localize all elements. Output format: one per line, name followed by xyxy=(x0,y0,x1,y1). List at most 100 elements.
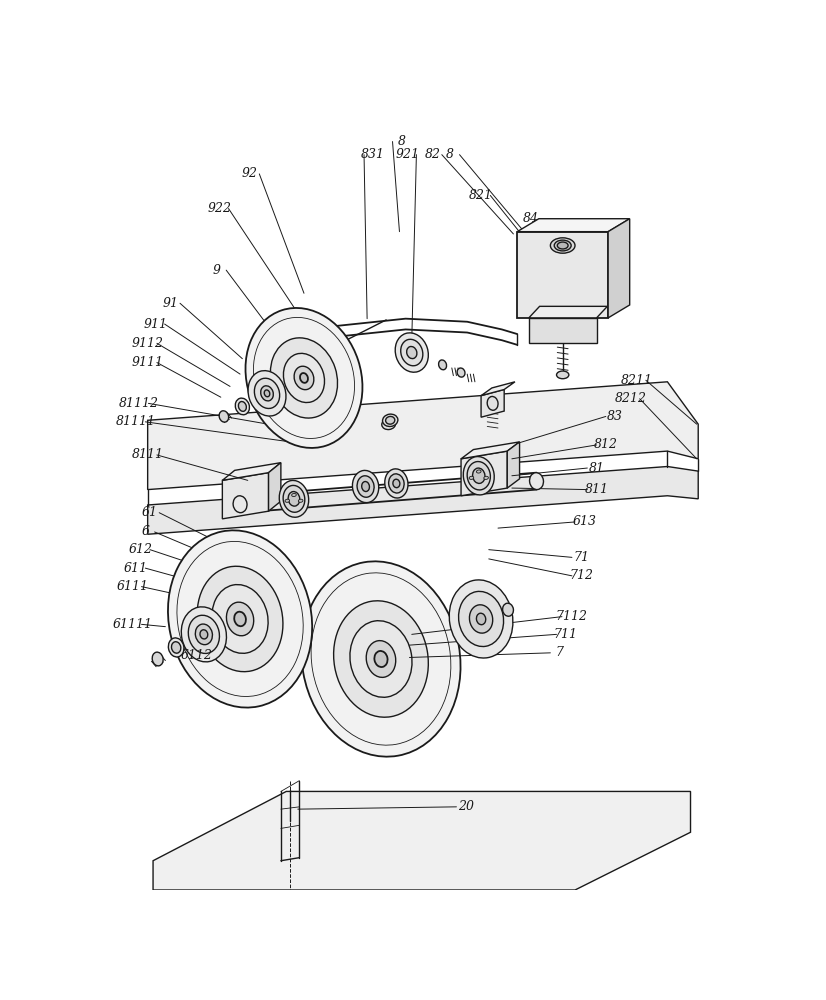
Ellipse shape xyxy=(558,242,568,249)
Ellipse shape xyxy=(212,585,268,653)
Ellipse shape xyxy=(197,566,283,672)
Text: 711: 711 xyxy=(553,628,577,641)
Text: 921: 921 xyxy=(395,148,419,161)
Text: 611: 611 xyxy=(124,562,148,575)
Text: 812: 812 xyxy=(594,438,618,451)
Ellipse shape xyxy=(382,419,396,430)
Ellipse shape xyxy=(502,603,514,616)
Ellipse shape xyxy=(477,613,486,625)
Text: 6112: 6112 xyxy=(180,649,212,662)
Ellipse shape xyxy=(283,485,305,512)
Ellipse shape xyxy=(406,346,417,359)
Ellipse shape xyxy=(487,396,498,410)
Text: 712: 712 xyxy=(569,569,593,582)
Polygon shape xyxy=(529,306,607,318)
Ellipse shape xyxy=(463,457,494,495)
Ellipse shape xyxy=(357,476,374,497)
Text: 7: 7 xyxy=(556,646,563,659)
Ellipse shape xyxy=(264,390,270,397)
Ellipse shape xyxy=(172,642,181,653)
Ellipse shape xyxy=(233,496,247,513)
Text: 8212: 8212 xyxy=(615,392,647,405)
Ellipse shape xyxy=(254,378,280,408)
Ellipse shape xyxy=(245,308,363,448)
Text: 612: 612 xyxy=(129,543,153,556)
Ellipse shape xyxy=(169,638,184,657)
Text: 7112: 7112 xyxy=(555,610,587,623)
Ellipse shape xyxy=(439,360,447,370)
Polygon shape xyxy=(507,442,520,488)
Polygon shape xyxy=(461,442,520,459)
Text: 81: 81 xyxy=(589,462,605,475)
Ellipse shape xyxy=(188,615,220,653)
Ellipse shape xyxy=(557,371,569,379)
Text: 9111: 9111 xyxy=(131,356,164,369)
Ellipse shape xyxy=(382,414,398,426)
Polygon shape xyxy=(268,463,281,511)
Ellipse shape xyxy=(477,470,481,473)
Text: 81112: 81112 xyxy=(119,397,159,410)
Ellipse shape xyxy=(472,468,485,483)
Ellipse shape xyxy=(458,591,504,647)
Ellipse shape xyxy=(283,353,325,403)
Ellipse shape xyxy=(292,493,297,497)
Text: 20: 20 xyxy=(458,800,473,813)
Ellipse shape xyxy=(389,474,404,493)
Text: 91: 91 xyxy=(163,297,178,310)
Ellipse shape xyxy=(334,601,429,717)
Ellipse shape xyxy=(350,621,412,697)
Ellipse shape xyxy=(285,499,290,502)
Ellipse shape xyxy=(353,470,379,503)
Text: 922: 922 xyxy=(207,202,231,215)
Text: 61111: 61111 xyxy=(112,618,152,631)
Ellipse shape xyxy=(239,402,246,411)
Ellipse shape xyxy=(468,462,491,490)
Ellipse shape xyxy=(366,641,396,677)
Text: 82: 82 xyxy=(425,148,440,161)
Ellipse shape xyxy=(449,580,513,658)
Polygon shape xyxy=(148,382,698,490)
Polygon shape xyxy=(608,219,629,318)
Text: 9112: 9112 xyxy=(131,337,164,350)
Text: 613: 613 xyxy=(572,515,596,528)
Ellipse shape xyxy=(279,480,309,517)
Text: 92: 92 xyxy=(242,167,258,180)
Polygon shape xyxy=(222,463,281,480)
Ellipse shape xyxy=(374,651,387,667)
Ellipse shape xyxy=(181,607,226,662)
Ellipse shape xyxy=(248,371,286,416)
Text: 83: 83 xyxy=(607,410,623,423)
Text: 84: 84 xyxy=(522,212,539,225)
Text: 8: 8 xyxy=(446,148,454,161)
Ellipse shape xyxy=(484,476,488,479)
Text: 8: 8 xyxy=(398,135,406,148)
Ellipse shape xyxy=(386,416,395,424)
Text: 6111: 6111 xyxy=(116,580,148,593)
Text: 8211: 8211 xyxy=(620,374,653,387)
Ellipse shape xyxy=(550,238,575,253)
Ellipse shape xyxy=(469,476,474,479)
Text: 61: 61 xyxy=(142,506,158,519)
Polygon shape xyxy=(517,219,629,232)
Ellipse shape xyxy=(294,366,314,390)
Ellipse shape xyxy=(298,499,303,502)
Ellipse shape xyxy=(195,624,212,645)
Ellipse shape xyxy=(301,561,461,757)
Ellipse shape xyxy=(395,333,429,372)
Text: 6: 6 xyxy=(141,525,150,538)
Ellipse shape xyxy=(385,469,408,498)
Ellipse shape xyxy=(152,652,164,666)
Ellipse shape xyxy=(219,411,229,422)
Ellipse shape xyxy=(300,373,308,383)
Polygon shape xyxy=(517,232,608,318)
Ellipse shape xyxy=(469,605,493,633)
Ellipse shape xyxy=(529,473,544,490)
Polygon shape xyxy=(481,382,515,396)
Text: 71: 71 xyxy=(573,551,589,564)
Ellipse shape xyxy=(401,339,423,366)
Ellipse shape xyxy=(235,398,249,415)
Text: 8111: 8111 xyxy=(131,448,164,461)
Polygon shape xyxy=(529,318,596,343)
Ellipse shape xyxy=(457,368,465,377)
Text: 841: 841 xyxy=(580,266,604,279)
